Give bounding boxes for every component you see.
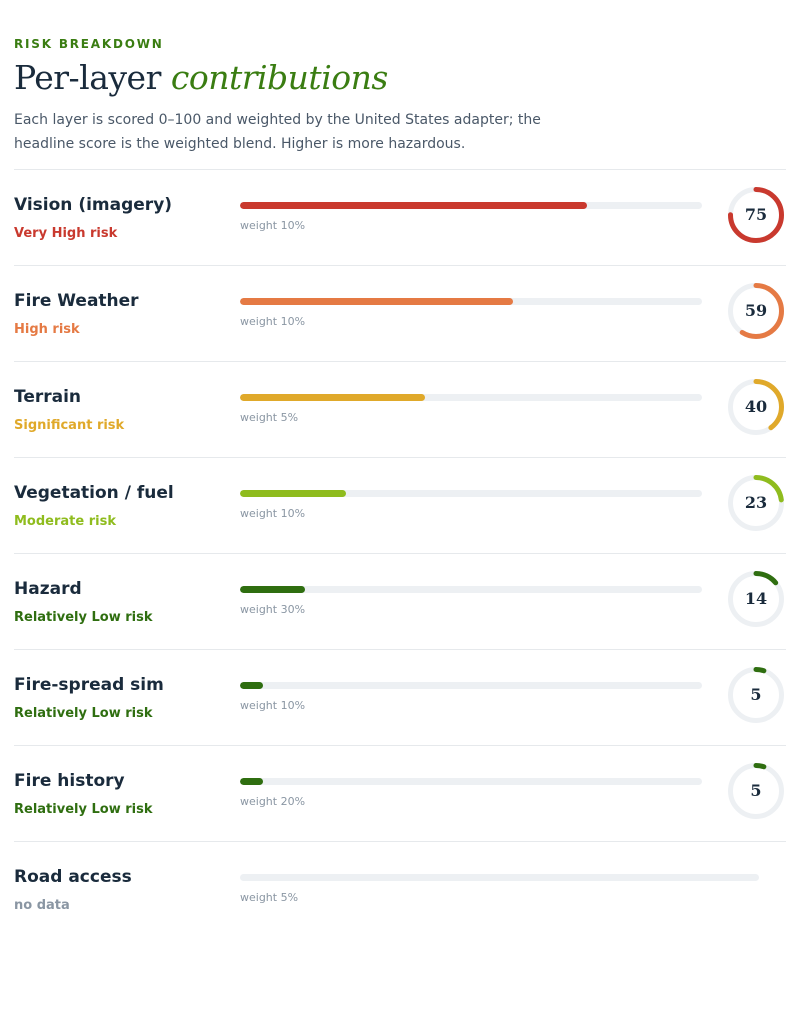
score-ring-arc bbox=[728, 379, 784, 435]
score-bar-track bbox=[240, 490, 702, 497]
score-bar-track bbox=[240, 682, 702, 689]
layer-risk-level: Very High risk bbox=[14, 226, 118, 241]
score-bar-fill bbox=[240, 682, 264, 689]
score-ring-arc bbox=[728, 571, 784, 627]
layer-row: Terrain Significant risk weight 5% 40 bbox=[14, 361, 786, 457]
layer-list: Vision (imagery) Very High risk weight 1… bbox=[14, 169, 786, 937]
score-bar-track bbox=[240, 778, 702, 785]
score-value: 23 bbox=[744, 493, 768, 512]
layer-row: Road access no data weight 5% bbox=[14, 841, 786, 937]
score-value: 40 bbox=[744, 397, 768, 416]
score-ring: 40 bbox=[726, 377, 786, 437]
title-accent: contributions bbox=[170, 58, 388, 97]
score-bar-fill bbox=[240, 202, 587, 209]
score-bar-fill bbox=[240, 490, 347, 497]
score-ring: 5 bbox=[726, 665, 786, 725]
section-description: Each layer is scored 0–100 and weighted … bbox=[14, 112, 541, 152]
score-ring-arc bbox=[728, 187, 784, 243]
score-bar-fill bbox=[240, 586, 305, 593]
score-ring-graphic bbox=[728, 571, 784, 627]
score-ring-arc bbox=[728, 283, 784, 339]
layer-risk-level: Relatively Low risk bbox=[14, 802, 153, 817]
score-value: 5 bbox=[750, 685, 762, 704]
score-bar-track bbox=[240, 394, 702, 401]
layer-weight: weight 30% bbox=[240, 603, 306, 616]
layer-row: Vision (imagery) Very High risk weight 1… bbox=[14, 169, 786, 265]
layer-risk-level: no data bbox=[14, 898, 70, 913]
score-ring-graphic bbox=[728, 763, 784, 819]
score-ring-graphic bbox=[728, 667, 784, 723]
score-ring-graphic bbox=[728, 475, 784, 531]
layer-risk-level: High risk bbox=[14, 322, 80, 337]
score-bar-track bbox=[240, 874, 759, 881]
score-value: 59 bbox=[744, 301, 768, 320]
layer-name: Road access bbox=[14, 867, 132, 887]
layer-row: Fire Weather High risk weight 10% 59 bbox=[14, 265, 786, 361]
score-value: 14 bbox=[744, 589, 768, 608]
score-bar-fill bbox=[240, 394, 425, 401]
section-eyebrow: RISK BREAKDOWN bbox=[14, 37, 164, 51]
layer-risk-level: Relatively Low risk bbox=[14, 610, 153, 625]
score-ring: 75 bbox=[726, 185, 786, 245]
score-ring: 59 bbox=[726, 281, 786, 341]
score-ring: 5 bbox=[726, 761, 786, 821]
title-plain: Per-layer bbox=[14, 58, 161, 97]
layer-row: Fire-spread sim Relatively Low risk weig… bbox=[14, 649, 786, 745]
layer-name: Hazard bbox=[14, 579, 82, 599]
layer-risk-level: Relatively Low risk bbox=[14, 706, 153, 721]
layer-name: Fire history bbox=[14, 771, 125, 791]
score-bar-track bbox=[240, 202, 702, 209]
layer-name: Fire Weather bbox=[14, 291, 139, 311]
score-ring-arc bbox=[728, 667, 784, 723]
score-bar-track bbox=[240, 586, 702, 593]
layer-row: Vegetation / fuel Moderate risk weight 1… bbox=[14, 457, 786, 553]
score-ring: 23 bbox=[726, 473, 786, 533]
layer-weight: weight 10% bbox=[240, 219, 306, 232]
layer-weight: weight 10% bbox=[240, 507, 306, 520]
layer-weight: weight 5% bbox=[240, 411, 299, 424]
layer-name: Terrain bbox=[14, 387, 82, 407]
layer-name: Vegetation / fuel bbox=[14, 483, 174, 503]
layer-weight: weight 10% bbox=[240, 315, 306, 328]
score-ring-arc bbox=[728, 763, 784, 819]
layer-row: Hazard Relatively Low risk weight 30% 14 bbox=[14, 553, 786, 649]
score-ring-graphic bbox=[728, 379, 784, 435]
score-ring-arc bbox=[728, 475, 784, 531]
page-title: Per-layer contributions bbox=[14, 58, 388, 97]
layer-name: Fire-spread sim bbox=[14, 675, 164, 695]
layer-risk-level: Significant risk bbox=[14, 418, 125, 433]
score-ring: 14 bbox=[726, 569, 786, 629]
score-bar-fill bbox=[240, 298, 513, 305]
score-bar-track bbox=[240, 298, 702, 305]
layer-name: Vision (imagery) bbox=[14, 195, 173, 215]
layer-row: Fire history Relatively Low risk weight … bbox=[14, 745, 786, 841]
score-bar-fill bbox=[240, 778, 264, 785]
score-value: 5 bbox=[750, 781, 762, 800]
score-value: 75 bbox=[744, 205, 768, 224]
layer-risk-level: Moderate risk bbox=[14, 514, 116, 529]
layer-weight: weight 5% bbox=[240, 891, 299, 904]
score-ring-graphic bbox=[728, 283, 784, 339]
layer-weight: weight 20% bbox=[240, 795, 306, 808]
layer-weight: weight 10% bbox=[240, 699, 306, 712]
score-ring-graphic bbox=[728, 187, 784, 243]
